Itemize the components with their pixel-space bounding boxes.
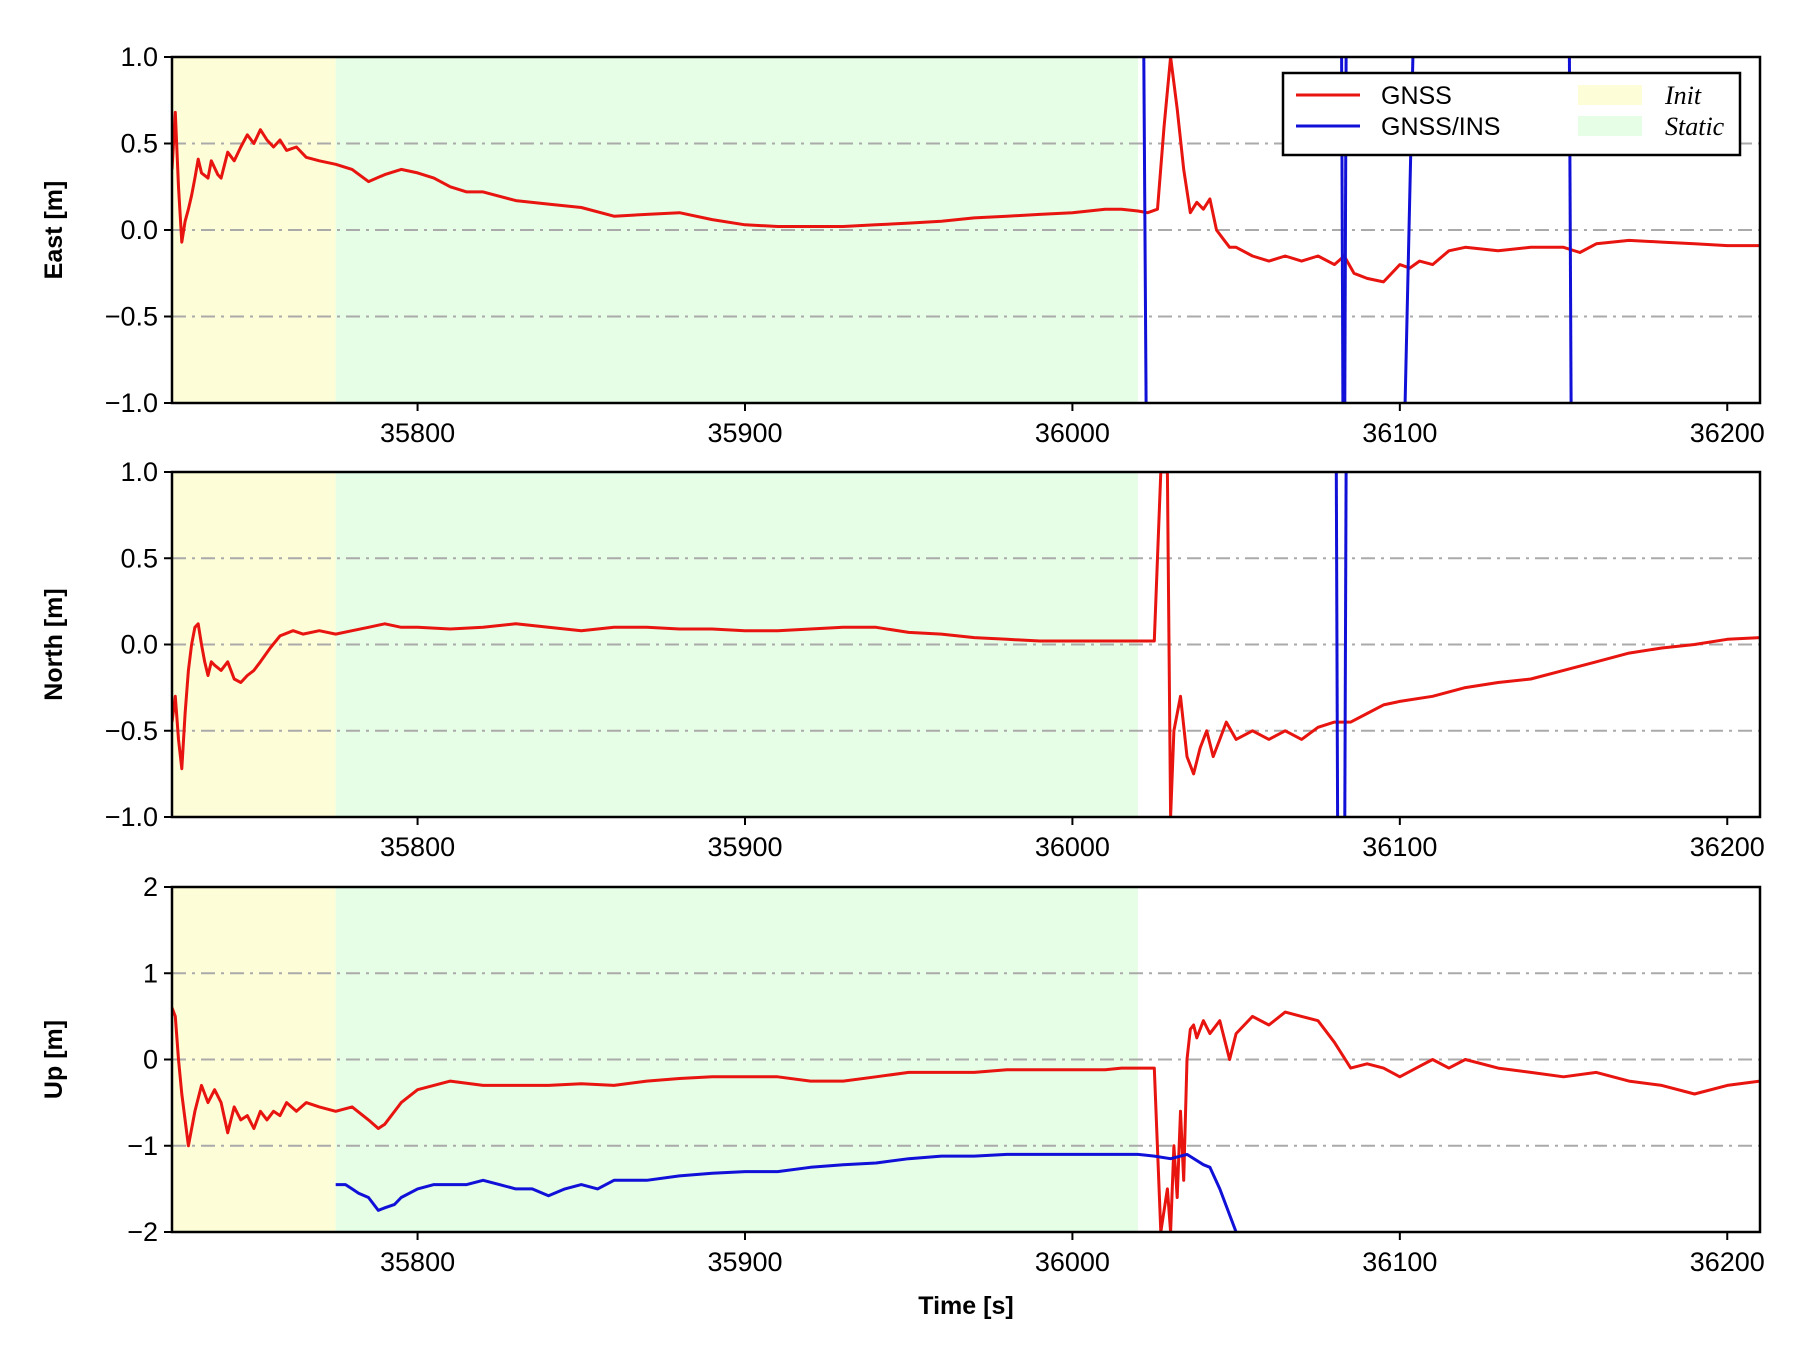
- y-tick-label: −1.0: [105, 388, 158, 418]
- series-gnss-ins-segment: [1343, 472, 1348, 817]
- x-axis-title: Time [s]: [918, 1292, 1013, 1320]
- legend-label-gnss-ins: GNSS/INS: [1381, 113, 1500, 141]
- y-tick-label: −0.5: [105, 716, 158, 746]
- y-tick-label: −1: [127, 1131, 158, 1161]
- y-tick-label: −1.0: [105, 802, 158, 832]
- series-group: [172, 472, 1760, 817]
- shaded-region-init: [172, 57, 336, 403]
- y-tick-label: 1.0: [120, 457, 158, 487]
- y-tick-label: 1.0: [120, 42, 158, 72]
- y-tick-label: 0.5: [120, 543, 158, 573]
- y-tick-label: 2: [143, 872, 158, 902]
- x-tick-label: 35900: [707, 418, 782, 448]
- legend-label-gnss: GNSS: [1381, 82, 1452, 110]
- legend-swatch-static: [1578, 116, 1642, 136]
- y-tick-label: −2: [127, 1217, 158, 1247]
- x-tick-label: 36100: [1362, 1247, 1437, 1277]
- x-tick-label: 35900: [707, 832, 782, 862]
- y-axis-title: Up [m]: [40, 1020, 68, 1099]
- x-tick-label: 36200: [1690, 832, 1765, 862]
- east-panel: 1.0 0.5 0.0 −0.5 −1.0 35800 35900 36000 36100 362…: [40, 42, 1765, 448]
- y-tick-label: −0.5: [105, 302, 158, 332]
- x-tick-label: 36100: [1362, 418, 1437, 448]
- series-group: [172, 1007, 1760, 1232]
- x-tick-label: 35800: [380, 418, 455, 448]
- series-gnss-ins-segment: [1142, 57, 1148, 403]
- shaded-region-init: [172, 887, 336, 1232]
- north-panel: 1.0 0.5 0.0 −0.5 −1.0 35800 35900 36000 36100 362…: [40, 457, 1765, 862]
- legend-frame: [1281, 71, 1742, 157]
- y-axis-title: North [m]: [40, 588, 68, 700]
- x-tick-label: 35800: [380, 1247, 455, 1277]
- x-tick-label: 35900: [707, 1247, 782, 1277]
- up-panel: 2 1 0 −1 −2 35800 35900 36000 36100 36200 Up [m] Ti…: [40, 872, 1765, 1320]
- series-gnss-line: [172, 1007, 1760, 1232]
- x-tick-label: 36200: [1690, 418, 1765, 448]
- y-tick-label: 0.5: [120, 129, 158, 159]
- series-gnss-ins-line: [335, 1152, 1238, 1232]
- x-tick-label: 36000: [1035, 1247, 1110, 1277]
- shaded-region-init: [172, 472, 336, 817]
- x-tick-label: 35800: [380, 832, 455, 862]
- y-tick-label: 0.0: [120, 630, 158, 660]
- y-tick-label: 0.0: [120, 215, 158, 245]
- y-tick-label: 0: [143, 1045, 158, 1075]
- x-tick-label: 36100: [1362, 832, 1437, 862]
- x-tick-label: 36000: [1035, 418, 1110, 448]
- y-tick-label: 1: [143, 958, 158, 988]
- legend-swatch-init: [1578, 85, 1642, 105]
- legend-label-static: Static: [1665, 112, 1725, 141]
- legend-label-init: Init: [1664, 81, 1702, 110]
- x-tick-label: 36000: [1035, 832, 1110, 862]
- series-gnss-line: [172, 57, 1760, 284]
- x-tick-label: 36200: [1690, 1247, 1765, 1277]
- series-gnss-ins-segment: [1334, 472, 1340, 817]
- y-axis-title: East [m]: [40, 181, 68, 280]
